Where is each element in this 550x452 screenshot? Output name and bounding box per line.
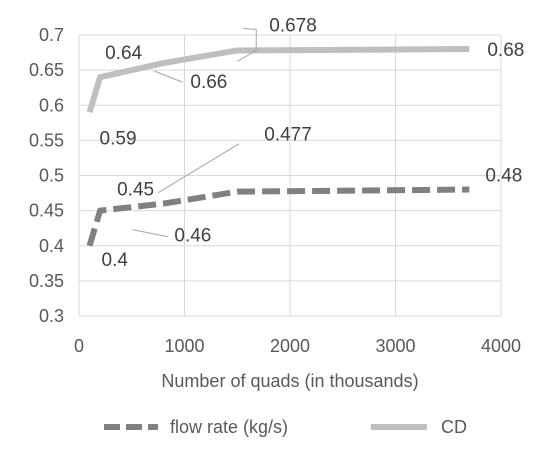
data-label-leaders	[132, 27, 257, 238]
y-tick-label: 0.35	[29, 271, 64, 291]
legend-label-flow-rate: flow rate (kg/s)	[170, 417, 288, 437]
x-axis-title: Number of quads (in thousands)	[161, 371, 418, 391]
y-tick-label: 0.5	[39, 166, 64, 186]
x-tick-label: 0	[74, 336, 84, 356]
data-label-leader	[154, 70, 183, 83]
data-label: 0.477	[264, 125, 312, 146]
data-label-leader	[157, 143, 240, 194]
data-labels: 0.4 0.45 0.46 0.477 0.48 0.59 0.64 0.66 0.678 0.6…	[100, 15, 525, 270]
series-line-flow-rate	[86, 186, 470, 247]
y-tick-label: 0.3	[39, 306, 64, 326]
y-tick-label: 0.45	[29, 201, 64, 221]
x-tick-label: 1000	[164, 336, 204, 356]
data-label: 0.59	[100, 128, 137, 149]
legend-label-cd: CD	[441, 417, 467, 437]
data-label: 0.48	[485, 166, 522, 187]
data-label: 0.64	[105, 43, 142, 64]
data-label: 0.4	[102, 250, 129, 271]
data-label: 0.66	[190, 72, 227, 93]
data-label: 0.46	[174, 226, 211, 247]
tick-labels: 0.3 0.35 0.4 0.45 0.5 0.55 0.6 0.65 0.7 0 1000 2000…	[29, 25, 521, 356]
y-tick-label: 0.6	[39, 95, 64, 115]
data-label-leader	[236, 27, 257, 62]
y-tick-label: 0.4	[39, 236, 64, 256]
x-tick-label: 2000	[270, 336, 310, 356]
y-tick-label: 0.65	[29, 60, 64, 80]
data-label: 0.45	[117, 180, 154, 201]
data-label: 0.68	[487, 40, 524, 61]
x-tick-label: 4000	[481, 336, 521, 356]
plot-series	[86, 46, 470, 247]
y-tick-label: 0.55	[29, 130, 64, 150]
data-label-leader	[132, 229, 168, 238]
legend: flow rate (kg/s) CD	[104, 417, 467, 437]
y-tick-label: 0.7	[39, 25, 64, 45]
gridlines	[78, 34, 502, 317]
x-tick-label: 3000	[375, 336, 415, 356]
series-line-cd	[86, 46, 470, 114]
data-label: 0.678	[269, 15, 317, 36]
